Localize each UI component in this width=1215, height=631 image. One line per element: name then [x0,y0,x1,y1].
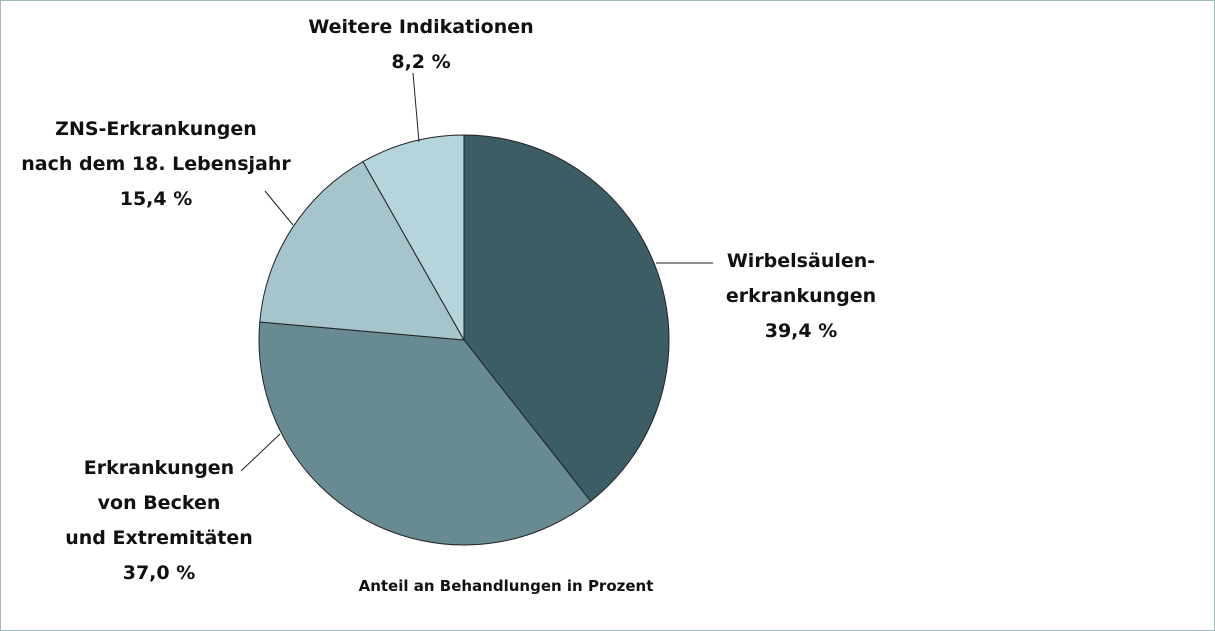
slice-label: Wirbelsäulen- erkrankungen 39,4 % [726,244,876,349]
slice-label: ZNS-Erkrankungen nach dem 18. Lebensjahr… [21,112,290,217]
category-label: Wirbelsäulen- erkrankungen [725,250,877,307]
value-label: 39,4 % [764,320,838,342]
value-label: 37,0 % [122,562,196,584]
pie-slice [463,134,670,502]
category-label: Erkrankungen von Becken und Extremitäten [65,457,253,549]
leader-line [412,72,420,143]
slice-label: Erkrankungen von Becken und Extremitäten… [65,451,253,591]
leader-lines [240,72,713,472]
caption: Anteil an Behandlungen in Prozent [358,577,654,595]
value-label: 15,4 % [119,188,193,210]
value-label: 8,2 % [391,51,451,73]
leader-line [264,190,294,226]
slice-label: Weitere Indikationen 8,2 % [308,10,533,80]
category-label: ZNS-Erkrankungen nach dem 18. Lebensjahr [21,118,291,175]
pie-slice [362,134,465,342]
slices [258,134,670,546]
pie-slice [258,321,592,546]
leader-line [240,433,281,472]
category-label: Weitere Indikationen [308,16,534,38]
pie-slice [259,160,465,341]
